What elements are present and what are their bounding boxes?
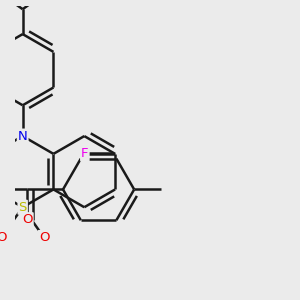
- Text: S: S: [19, 201, 27, 214]
- Text: O: O: [22, 213, 33, 226]
- Text: N: N: [18, 130, 28, 142]
- Text: O: O: [0, 231, 7, 244]
- Text: O: O: [39, 231, 49, 244]
- Text: F: F: [81, 147, 88, 161]
